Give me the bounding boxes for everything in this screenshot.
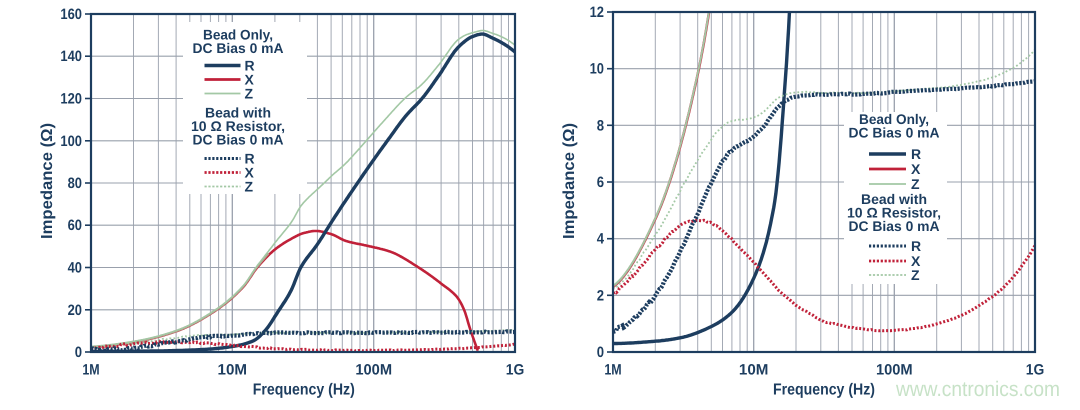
svg-text:R: R <box>911 238 921 254</box>
svg-text:60: 60 <box>68 217 82 234</box>
svg-text:Bead Only,: Bead Only, <box>859 111 929 127</box>
svg-text:R: R <box>245 151 255 167</box>
svg-text:1M: 1M <box>604 362 621 379</box>
svg-text:6: 6 <box>597 174 604 191</box>
svg-text:Z: Z <box>911 176 920 192</box>
svg-text:DC Bias 0 mA: DC Bias 0 mA <box>193 132 284 148</box>
svg-text:Z: Z <box>911 267 920 283</box>
svg-text:DC Bias 0 mA: DC Bias 0 mA <box>193 40 284 56</box>
svg-text:80: 80 <box>68 175 82 192</box>
svg-text:120: 120 <box>60 91 82 108</box>
svg-text:8: 8 <box>597 117 604 134</box>
svg-text:DC Bias 0 mA: DC Bias 0 mA <box>849 125 940 141</box>
svg-text:Z: Z <box>245 86 254 102</box>
svg-text:1M: 1M <box>82 362 99 379</box>
svg-text:Z: Z <box>245 179 254 195</box>
svg-text:10: 10 <box>590 61 604 78</box>
svg-text:X: X <box>911 253 921 269</box>
svg-text:Bead with: Bead with <box>205 105 271 121</box>
svg-text:10 Ω Resistor,: 10 Ω Resistor, <box>847 205 941 221</box>
svg-text:140: 140 <box>60 48 82 65</box>
svg-text:100: 100 <box>60 133 82 150</box>
svg-text:1G: 1G <box>506 362 525 379</box>
svg-text:100M: 100M <box>876 362 913 379</box>
svg-text:Frequency (Hz): Frequency (Hz) <box>253 382 355 399</box>
svg-text:2: 2 <box>597 287 604 304</box>
svg-text:20: 20 <box>68 302 82 319</box>
svg-text:100M: 100M <box>355 362 392 379</box>
svg-text:10 Ω Resistor,: 10 Ω Resistor, <box>191 118 285 134</box>
svg-text:X: X <box>245 165 255 181</box>
svg-text:1G: 1G <box>1026 362 1045 379</box>
svg-text:Bead Only,: Bead Only, <box>203 27 273 43</box>
svg-text:R: R <box>911 146 921 162</box>
svg-text:160: 160 <box>60 6 82 23</box>
svg-text:www.cntronics.com: www.cntronics.com <box>895 378 1060 401</box>
svg-text:40: 40 <box>68 260 82 277</box>
svg-text:Bead with: Bead with <box>861 191 927 207</box>
svg-text:0: 0 <box>597 344 604 361</box>
svg-text:Impedance (Ω): Impedance (Ω) <box>39 123 56 239</box>
svg-text:10M: 10M <box>218 362 248 379</box>
svg-text:X: X <box>245 72 255 88</box>
svg-text:12: 12 <box>590 4 604 21</box>
svg-text:R: R <box>245 58 255 74</box>
svg-text:Frequency (Hz): Frequency (Hz) <box>773 382 875 399</box>
svg-text:DC Bias 0 mA: DC Bias 0 mA <box>849 218 940 234</box>
svg-text:X: X <box>911 161 921 177</box>
svg-text:0: 0 <box>75 344 82 361</box>
svg-text:4: 4 <box>597 231 605 248</box>
svg-text:Impedance (Ω): Impedance (Ω) <box>561 123 578 239</box>
svg-text:10M: 10M <box>739 362 769 379</box>
